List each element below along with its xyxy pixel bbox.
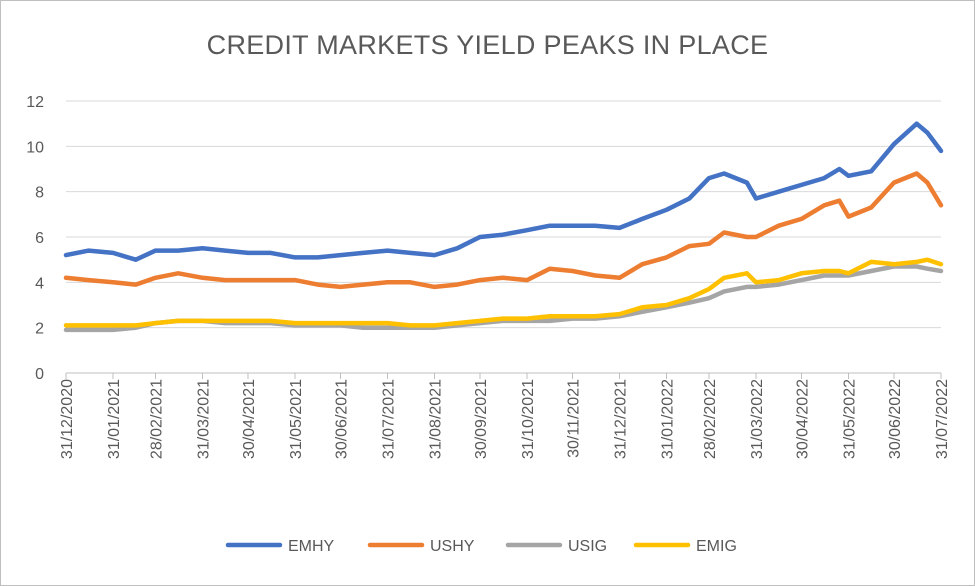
x-tick-label: 28/02/2021 [148, 379, 165, 459]
x-tick-label: 30/04/2022 [794, 379, 811, 459]
x-axis: 31/12/2020 31/01/2021 28/02/2021 31/03/2021… [59, 372, 951, 459]
legend-label-emig: EMIG [696, 538, 737, 555]
legend-label-emhy: EMHY [288, 538, 335, 555]
x-tick-label: 31/01/2022 [660, 379, 677, 459]
x-tick-label: 31/05/2021 [288, 379, 305, 459]
x-tick-label: 31/10/2021 [520, 379, 537, 459]
x-tick-label: 31/12/2020 [59, 379, 76, 459]
x-tick-label: 30/11/2021 [565, 379, 582, 458]
x-tick-label: 31/03/2021 [195, 379, 212, 459]
x-tick-label: 31/12/2021 [613, 379, 630, 459]
series-line-emhy [63, 121, 944, 262]
y-tick-label: 12 [26, 94, 44, 111]
legend-label-ushy: USHY [430, 538, 475, 555]
x-tick-label: 31/07/2021 [380, 379, 397, 459]
gridlines [66, 100, 941, 374]
x-tick-label: 30/06/2021 [333, 379, 350, 459]
legend: EMHY USHY USIG EMIG [225, 538, 737, 555]
x-tick-label: 30/04/2021 [241, 379, 258, 459]
x-tick-label: 30/06/2022 [887, 379, 904, 459]
x-tick-label: 31/05/2022 [841, 379, 858, 459]
y-tick-label: 10 [26, 139, 44, 156]
y-tick-label: 0 [35, 366, 44, 383]
x-tick-label: 31/08/2021 [428, 379, 445, 459]
y-tick-label: 2 [35, 321, 44, 338]
x-tick-label: 30/09/2021 [473, 379, 490, 459]
chart-title: CREDIT MARKETS YIELD PEAKS IN PLACE [206, 30, 769, 60]
y-tick-label: 8 [35, 185, 44, 202]
legend-label-usig: USIG [568, 538, 607, 555]
x-tick-label: 28/02/2022 [702, 379, 719, 459]
series-lines [63, 121, 944, 333]
y-tick-label: 4 [35, 275, 44, 292]
x-tick-label: 31/01/2021 [106, 379, 123, 459]
y-tick-label: 6 [35, 230, 44, 247]
x-tick-label: 31/03/2022 [749, 379, 766, 459]
series-line-ushy [63, 171, 944, 290]
x-tick-label: 31/07/2022 [934, 379, 951, 459]
series-line-emig [63, 257, 944, 328]
y-axis: 0 2 4 6 8 10 12 [26, 94, 44, 383]
